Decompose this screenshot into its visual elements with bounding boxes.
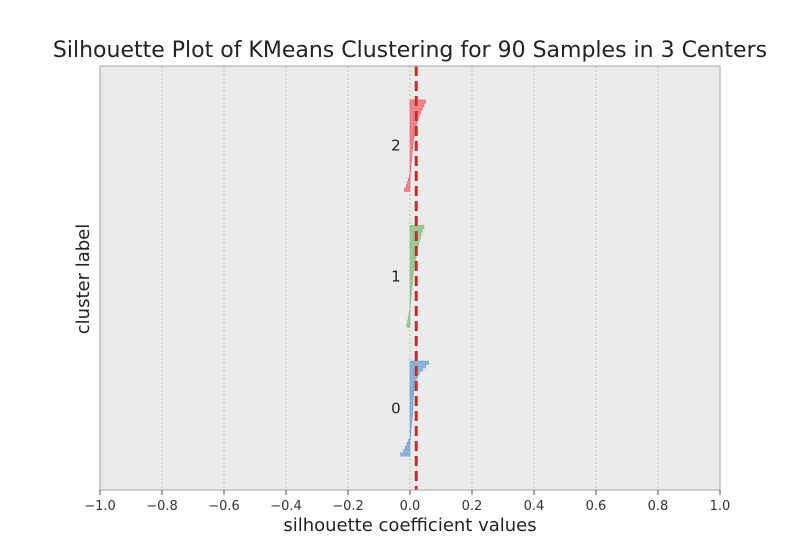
x-tick-label: 0.6 — [586, 499, 607, 514]
chart-title: Silhouette Plot of KMeans Clustering for… — [53, 38, 767, 63]
x-tick-label: −1.0 — [84, 499, 116, 514]
y-axis-label: cluster label — [73, 224, 94, 334]
cluster-label-0: 0 — [391, 400, 401, 418]
x-tick-label: 0.4 — [524, 499, 545, 514]
x-tick-label: −0.4 — [270, 499, 302, 514]
x-tick-label: 0.2 — [462, 499, 483, 514]
cluster-labels: 0 1 2 — [391, 137, 401, 418]
cluster-label-2: 2 — [391, 137, 401, 155]
x-tick-label: 0.8 — [648, 499, 669, 514]
silhouette-cluster-0 — [400, 360, 429, 457]
x-tick-label: 0.0 — [400, 499, 421, 514]
cluster-label-1: 1 — [391, 267, 401, 285]
x-tick-label: 1.0 — [710, 499, 731, 514]
x-tick-label: −0.6 — [208, 499, 240, 514]
x-axis-ticks: −1.0 −0.8 −0.6 −0.4 −0.2 0.0 0.2 0.4 0.6 0.8 1.0 — [84, 490, 730, 514]
x-tick-label: −0.8 — [146, 499, 178, 514]
x-tick-label: −0.2 — [332, 499, 364, 514]
x-axis-label: silhouette coefficient values — [283, 515, 536, 536]
silhouette-cluster-1 — [406, 225, 425, 328]
